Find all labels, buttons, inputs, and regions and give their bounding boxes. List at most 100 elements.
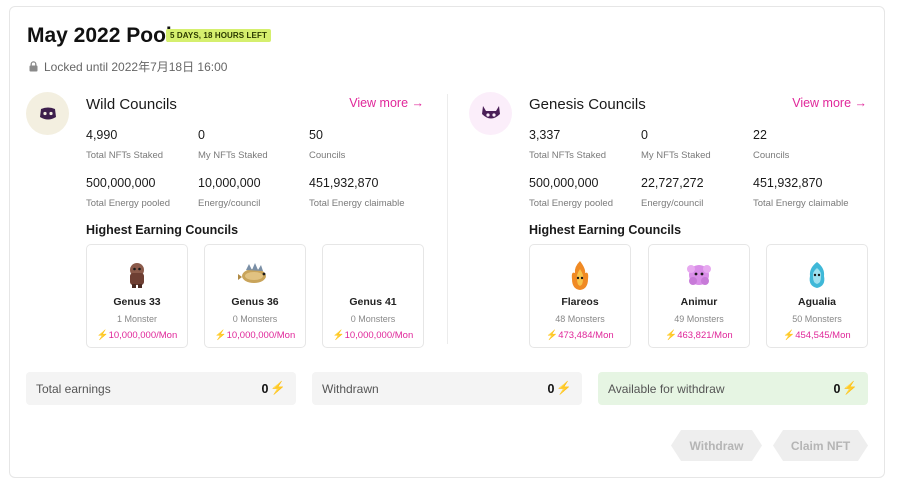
claim-nft-button[interactable]: Claim NFT (773, 430, 868, 461)
wild-councils-title: Wild Councils (86, 96, 177, 113)
monster-flareos-icon (571, 261, 589, 290)
council-rate: ⚡473,484/Mon (530, 330, 630, 341)
stat-value: 0 (198, 128, 205, 142)
stat-my-nfts-staked: 0 My NFTs Staked (198, 128, 268, 161)
stat-value: 3,337 (529, 128, 561, 142)
monster-animur-icon (687, 265, 711, 285)
monster-agualia-icon (809, 262, 825, 288)
council-rate-value: 10,000,000/Mon (108, 330, 178, 341)
council-rate: ⚡463,821/Mon (649, 330, 749, 341)
withdrawn-value: 0 (547, 381, 555, 396)
available-label: Available for withdraw (608, 381, 725, 396)
stat-value: 451,932,870 (753, 176, 823, 190)
council-monster-count: 0 Monsters (232, 314, 278, 324)
wild-view-more-link[interactable]: View more → (349, 96, 424, 110)
stat-councils: 50 Councils (309, 128, 345, 161)
stat-value: 0 (641, 128, 648, 142)
stat-energy-per-council: 10,000,000 Energy/council (198, 176, 261, 209)
stat-councils: 22 Councils (753, 128, 789, 161)
council-monster-count: 0 Monsters (350, 314, 396, 324)
stat-value: 22 (753, 128, 767, 142)
lightning-icon: ⚡ (332, 330, 345, 341)
stat-value: 50 (309, 128, 323, 142)
stat-value: 451,932,870 (309, 176, 379, 190)
council-rate: ⚡10,000,000/Mon (323, 330, 423, 341)
council-name: Animur (680, 296, 718, 308)
council-rate-value: 454,545/Mon (795, 330, 851, 341)
stat-label: Total Energy pooled (86, 198, 170, 209)
lightning-icon: ⚡ (214, 330, 227, 341)
withdraw-button[interactable]: Withdraw (671, 430, 762, 461)
council-tile-flareos[interactable]: Flareos 48 Monsters ⚡473,484/Mon (529, 244, 631, 348)
monster-horned-face-icon (481, 105, 500, 118)
available-value: 0 (833, 381, 841, 396)
locked-status: Locked until 2022年7月18日 16:00 (29, 58, 227, 75)
pool-title: May 2022 Pool (27, 24, 172, 47)
wild-councils-avatar (26, 92, 69, 135)
stat-total-energy-pooled: 500,000,000 Total Energy pooled (529, 176, 613, 209)
council-rate-value: 10,000,000/Mon (344, 330, 414, 341)
lightning-icon: ⚡ (546, 330, 559, 341)
stat-energy-per-council: 22,727,272 Energy/council (641, 176, 704, 209)
lightning-icon: ⚡ (96, 330, 109, 341)
section-divider (447, 94, 448, 344)
wild-councils-section: Wild Councils View more → 4,990 Total NF… (26, 92, 426, 352)
stat-label: Total Energy claimable (309, 198, 405, 209)
council-rate: ⚡10,000,000/Mon (87, 330, 187, 341)
genesis-councils-avatar (469, 92, 512, 135)
locked-until-text: Locked until 2022年7月18日 16:00 (44, 60, 228, 74)
council-monster-count: 1 Monster (116, 314, 158, 324)
council-tile-genus-41[interactable]: Genus 41 0 Monsters ⚡10,000,000/Mon (322, 244, 424, 348)
stat-label: My NFTs Staked (641, 150, 711, 161)
council-rate-value: 473,484/Mon (558, 330, 614, 341)
total-earnings-box: Total earnings 0 ⚡ (26, 372, 296, 405)
council-rate-value: 463,821/Mon (677, 330, 733, 341)
stat-label: Total Energy pooled (529, 198, 613, 209)
withdrawn-label: Withdrawn (322, 381, 379, 396)
stat-value: 22,727,272 (641, 176, 704, 190)
monster-genus-36-icon (238, 263, 266, 283)
stat-label: Councils (753, 150, 790, 161)
council-tile-animur[interactable]: Animur 49 Monsters ⚡463,821/Mon (648, 244, 750, 348)
council-tile-genus-33[interactable]: Genus 33 1 Monster ⚡10,000,000/Mon (86, 244, 188, 348)
stat-label: Energy/council (641, 198, 704, 209)
council-rate: ⚡10,000,000/Mon (205, 330, 305, 341)
stat-label: My NFTs Staked (198, 150, 268, 161)
stat-label: Councils (309, 150, 346, 161)
council-tile-genus-36[interactable]: Genus 36 0 Monsters ⚡10,000,000/Mon (204, 244, 306, 348)
stat-label: Total NFTs Staked (529, 150, 607, 161)
stat-value: 500,000,000 (529, 176, 599, 190)
stat-label: Energy/council (198, 198, 261, 209)
stat-value: 4,990 (86, 128, 118, 142)
council-name: Genus 33 (113, 296, 161, 308)
council-rate-value: 10,000,000/Mon (226, 330, 296, 341)
stat-total-energy-claimable: 451,932,870 Total Energy claimable (753, 176, 849, 209)
genesis-view-more-link[interactable]: View more → (792, 96, 867, 110)
lightning-icon: ⚡ (842, 381, 858, 395)
total-earnings-value: 0 (261, 381, 269, 396)
time-left-badge: 5 DAYS, 18 HOURS LEFT (166, 29, 271, 42)
stat-value: 10,000,000 (198, 176, 261, 190)
lightning-icon: ⚡ (665, 330, 678, 341)
stat-total-nfts-staked: 4,990 Total NFTs Staked (86, 128, 163, 161)
lightning-icon: ⚡ (556, 381, 572, 395)
stat-my-nfts-staked: 0 My NFTs Staked (641, 128, 711, 161)
monster-face-icon (39, 107, 56, 119)
available-for-withdraw-box: Available for withdraw 0 ⚡ (598, 372, 868, 405)
total-earnings-label: Total earnings (36, 381, 111, 396)
lock-icon (29, 61, 38, 72)
monster-genus-33-icon (130, 263, 144, 288)
stat-label: Total NFTs Staked (86, 150, 164, 161)
lightning-icon: ⚡ (783, 330, 796, 341)
highest-earning-title: Highest Earning Councils (86, 223, 239, 237)
council-name: Flareos (561, 296, 599, 308)
stat-value: 500,000,000 (86, 176, 156, 190)
stat-total-energy-claimable: 451,932,870 Total Energy claimable (309, 176, 405, 209)
stat-label: Total Energy claimable (753, 198, 849, 209)
council-name: Genus 41 (349, 296, 397, 308)
withdrawn-box: Withdrawn 0 ⚡ (312, 372, 582, 405)
council-tile-agualia[interactable]: Agualia 50 Monsters ⚡454,545/Mon (766, 244, 868, 348)
council-monster-count: 49 Monsters (674, 314, 724, 324)
council-rate: ⚡454,545/Mon (767, 330, 867, 341)
council-monster-count: 50 Monsters (792, 314, 842, 324)
